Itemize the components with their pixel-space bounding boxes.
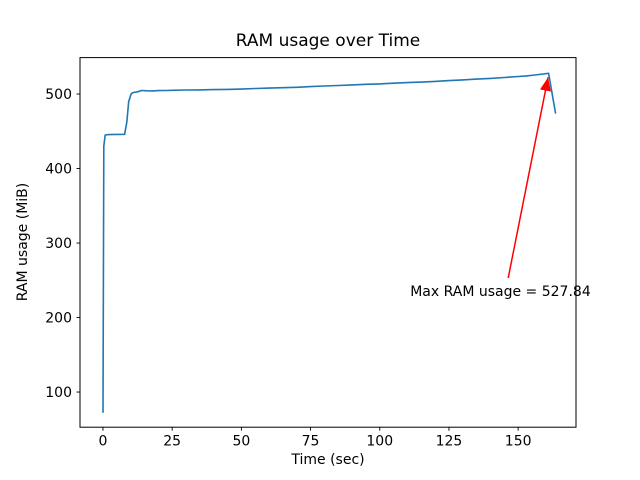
data-series	[102, 72, 557, 414]
ram-usage-line	[102, 72, 557, 414]
annotation-arrow	[507, 77, 551, 279]
x-axis-label: Time (sec)	[290, 452, 364, 468]
y-tick-label: 100	[45, 385, 72, 401]
x-tick-label: 125	[436, 434, 463, 450]
max-ram-annotation: Max RAM usage = 527.84	[410, 284, 591, 300]
y-axis-ticks: 100 200 300 400 500	[45, 87, 80, 401]
y-tick-label: 400	[45, 162, 72, 178]
x-tick-label: 50	[232, 434, 250, 450]
y-tick-label: 200	[45, 311, 72, 327]
y-tick-label: 500	[45, 87, 72, 103]
x-axis-ticks: 0 25 50 75 100 125 150	[99, 427, 532, 450]
x-tick-label: 75	[302, 434, 320, 450]
x-tick-label: 150	[505, 434, 532, 450]
x-tick-label: 100	[366, 434, 393, 450]
x-tick-label: 25	[163, 434, 181, 450]
chart-title: RAM usage over Time	[236, 31, 420, 51]
plot-border	[79, 57, 577, 428]
y-axis-label: RAM usage (MiB)	[15, 183, 31, 301]
y-tick-label: 300	[45, 236, 72, 252]
x-tick-label: 0	[99, 434, 108, 450]
